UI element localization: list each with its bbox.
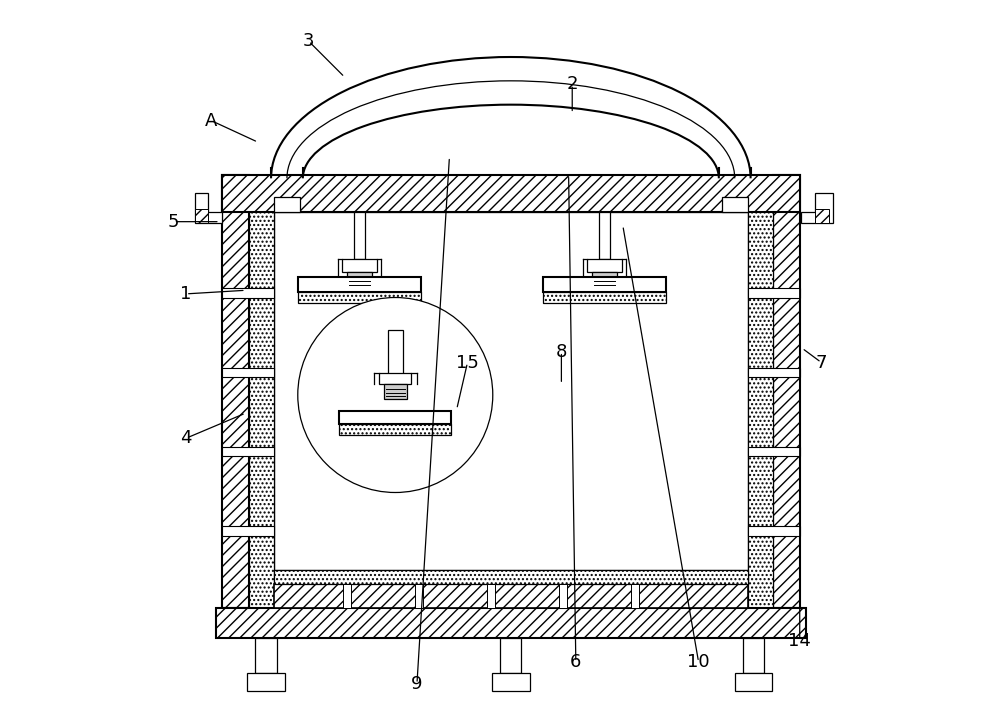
Bar [631,584,639,608]
Bar [274,570,748,584]
Bar [748,288,800,297]
Bar [274,197,300,212]
Bar [559,584,567,608]
Bar [298,277,421,291]
Bar [815,210,829,223]
Bar [255,639,277,673]
Bar [379,373,411,384]
Text: 4: 4 [180,429,192,447]
Text: 1: 1 [180,285,192,303]
Bar [222,368,274,377]
Text: 14: 14 [788,631,811,650]
Bar [492,673,530,691]
Bar [343,584,351,608]
Text: 2: 2 [566,75,578,94]
Bar [222,175,800,212]
Bar [194,210,208,223]
Bar [748,368,800,377]
Circle shape [298,297,493,492]
Bar [222,447,274,457]
Bar [222,526,274,536]
Bar [354,212,365,260]
Text: 5: 5 [168,212,179,231]
Bar [222,175,249,608]
Bar [748,526,800,536]
Polygon shape [801,193,833,223]
Text: 8: 8 [556,343,567,360]
Bar [500,639,521,673]
Bar [216,608,806,639]
Bar [543,291,666,303]
Bar [722,197,748,212]
Text: 9: 9 [411,675,423,693]
Bar [543,277,666,291]
Bar [298,291,421,303]
Bar [274,212,748,570]
Bar [487,584,495,608]
Bar [339,424,451,435]
Text: 10: 10 [687,653,710,671]
Bar [388,330,402,377]
Bar [249,175,274,608]
Bar [222,288,274,297]
Text: 6: 6 [570,653,582,671]
Bar [347,272,372,288]
Bar [743,639,764,673]
Polygon shape [194,193,222,223]
Text: 3: 3 [303,32,314,50]
Bar [748,175,773,608]
Bar [415,584,423,608]
Bar [592,272,617,288]
Text: 15: 15 [456,354,479,371]
Text: 7: 7 [816,354,827,371]
Bar [342,260,376,272]
Bar [339,411,451,424]
Bar [587,260,622,272]
Bar [599,212,610,260]
Text: A: A [205,112,217,130]
Bar [247,673,285,691]
Bar [773,175,800,608]
Bar [748,447,800,457]
Bar [274,584,748,608]
Bar [384,384,407,399]
Bar [735,673,772,691]
